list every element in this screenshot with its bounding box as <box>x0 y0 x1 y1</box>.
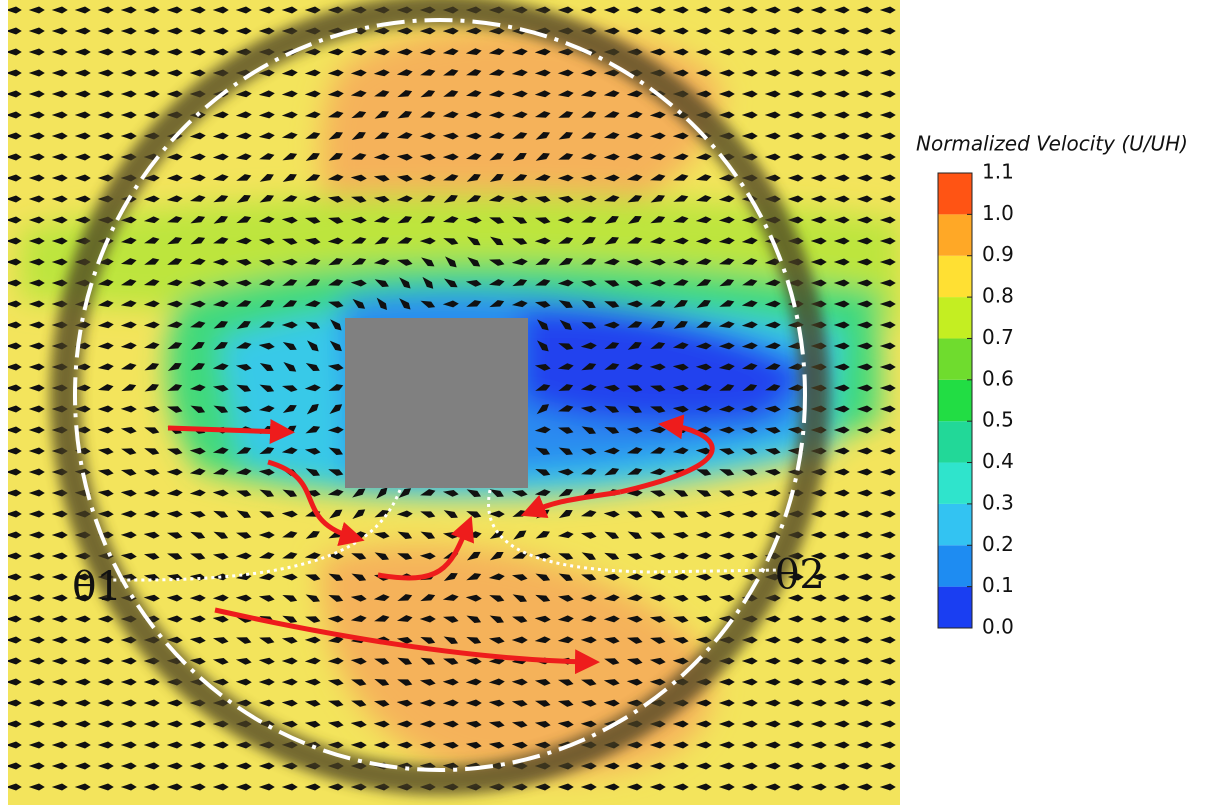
colorbar-band <box>938 338 972 379</box>
colorbar-band <box>938 545 972 586</box>
colorbar-tick-label: 1.0 <box>982 201 1014 225</box>
flow-field: θ1 θ2 <box>7 0 900 805</box>
colorbar-tick-label: 0.6 <box>982 366 1014 390</box>
colorbar-band <box>938 297 972 338</box>
colorbar-band <box>938 504 972 545</box>
colorbar-title: Normalized Velocity (U/UH) <box>916 132 1188 156</box>
colorbar-tick-label: 0.9 <box>982 242 1014 266</box>
colorbar-band <box>938 463 972 504</box>
colorbar-tick-label: 0.4 <box>982 449 1014 473</box>
angle-label: θ2 <box>775 552 825 598</box>
colorbar-tick-label: 0.2 <box>982 532 1014 556</box>
figure: θ1 θ2 Normalized Velocity (U/UH) 0.00.10… <box>0 0 1211 805</box>
angle-label: θ1 <box>72 564 122 610</box>
colorbar-tick-label: 0.0 <box>982 615 1014 639</box>
building <box>345 318 528 488</box>
colorbar-tick-label: 1.1 <box>982 160 1014 184</box>
colorbar-band <box>938 587 972 628</box>
colorbar-band <box>938 421 972 462</box>
colorbar-band <box>938 214 972 255</box>
colorbar-band <box>938 380 972 421</box>
colorbar-band <box>938 256 972 297</box>
colorbar-tick-label: 0.3 <box>982 490 1014 514</box>
colorbar-tick-label: 0.1 <box>982 573 1014 597</box>
colorbar-tick-label: 0.8 <box>982 284 1014 308</box>
colorbar-tick-label: 0.7 <box>982 325 1014 349</box>
colorbar-band <box>938 173 972 214</box>
colorbar: 0.0 0.1 0.2 0.3 0.4 0.5 0.6 0.7 0.8 0.9 1.0 1.1 <box>938 160 1014 639</box>
colorbar-tick-label: 0.5 <box>982 408 1014 432</box>
